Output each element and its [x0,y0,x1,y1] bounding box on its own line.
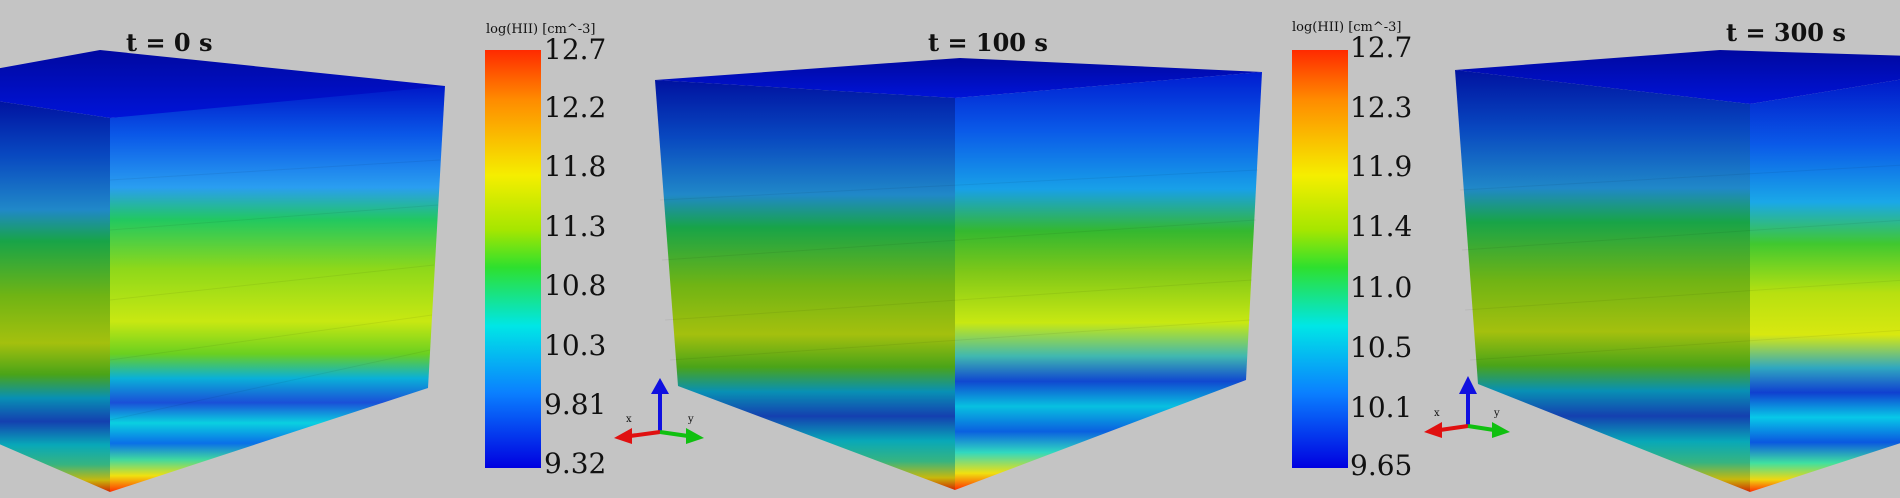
colorbar-2-tick: 12.3 [1350,91,1413,124]
colorbar-1-tick: 9.81 [544,388,607,421]
colorbar-1-tick: 10.3 [544,329,607,362]
colorbar-2 [1292,50,1348,468]
colorbar-2-tick: 11.4 [1350,210,1413,243]
colorbar-1-tick: 12.7 [544,33,607,66]
colorbar-2-title: log(HII) [cm^-3] [1292,20,1402,35]
colorbar-2-tick: 12.7 [1350,31,1413,64]
cube-3-side-face [1455,70,1750,492]
panel-2-time-label: t = 100 s [928,28,1048,57]
colorbar-1-title: log(HII) [cm^-3] [486,22,596,37]
cube-2-front-face [955,72,1262,490]
triad-2-x-label: x [1434,408,1440,419]
triad-1-y-label: y [688,414,694,425]
cube-1-side-face [0,101,110,492]
panel-3-time-label: t = 300 s [1726,18,1846,47]
cube-panel-3 [1455,50,1900,492]
cube-panel-1 [0,50,445,492]
panel-1-time-label: t = 0 s [126,28,213,57]
cube-3-top-face [1455,50,1900,104]
colorbar-1-tick: 11.8 [544,150,607,183]
axes-triad-1 [614,378,704,444]
cube-2-side-face [655,80,955,490]
cube-2-top-face [655,58,1262,98]
colorbar-1-tick: 12.2 [544,91,607,124]
colorbar-2-tick: 11.9 [1350,150,1413,183]
triad-2-y-label: y [1494,408,1500,419]
cube-3-front-face [1750,79,1900,492]
axes-triad-2 [1424,376,1510,438]
colorbar-2-tick: 11.0 [1350,271,1413,304]
colorbar-1-tick: 10.8 [544,269,607,302]
colorbar-2-tick: 10.1 [1350,391,1413,424]
colorbar-2-tick: 10.5 [1350,331,1413,364]
colorbar-1-tick: 9.32 [544,447,607,480]
colorbar-2-tick: 9.65 [1350,449,1413,482]
colorbar-1 [485,50,541,468]
triad-1-x-label: x [626,414,632,425]
colorbar-1-tick: 11.3 [544,210,607,243]
cube-panel-2 [655,58,1262,490]
cube-1-front-face [110,86,445,492]
